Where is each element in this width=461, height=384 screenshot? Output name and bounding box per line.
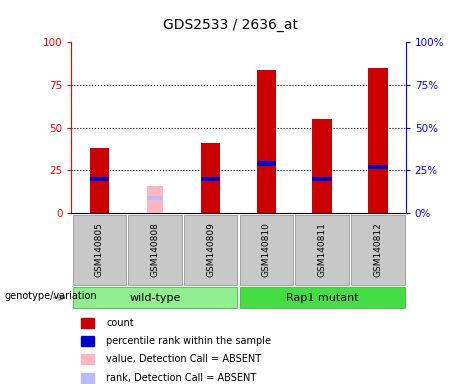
Bar xyxy=(240,215,293,285)
Text: GSM140811: GSM140811 xyxy=(318,222,327,277)
Text: GSM140809: GSM140809 xyxy=(206,222,215,277)
Bar xyxy=(147,186,163,213)
Text: count: count xyxy=(106,318,134,328)
Text: rank, Detection Call = ABSENT: rank, Detection Call = ABSENT xyxy=(106,373,256,383)
Bar xyxy=(72,215,126,285)
Text: GSM140805: GSM140805 xyxy=(95,222,104,277)
Text: GSM140808: GSM140808 xyxy=(150,222,160,277)
Bar xyxy=(351,215,405,285)
Bar xyxy=(313,177,332,181)
Bar xyxy=(368,165,388,169)
Text: GSM140812: GSM140812 xyxy=(373,222,382,277)
Bar xyxy=(313,119,332,213)
Text: GSM140810: GSM140810 xyxy=(262,222,271,277)
Bar xyxy=(89,148,109,213)
Bar xyxy=(89,177,109,181)
Text: wild-type: wild-type xyxy=(130,293,181,303)
Bar xyxy=(72,287,237,308)
Text: genotype/variation: genotype/variation xyxy=(5,291,97,301)
Text: percentile rank within the sample: percentile rank within the sample xyxy=(106,336,271,346)
Bar xyxy=(240,287,405,308)
Bar xyxy=(147,195,163,200)
Text: value, Detection Call = ABSENT: value, Detection Call = ABSENT xyxy=(106,354,261,364)
Bar xyxy=(184,215,237,285)
Bar xyxy=(257,161,276,166)
Bar xyxy=(368,68,388,213)
Bar xyxy=(128,215,182,285)
Bar xyxy=(201,143,220,213)
Bar xyxy=(201,177,220,181)
Text: GDS2533 / 2636_at: GDS2533 / 2636_at xyxy=(163,18,298,32)
Bar xyxy=(257,70,276,213)
Text: Rap1 mutant: Rap1 mutant xyxy=(286,293,359,303)
Bar xyxy=(296,215,349,285)
